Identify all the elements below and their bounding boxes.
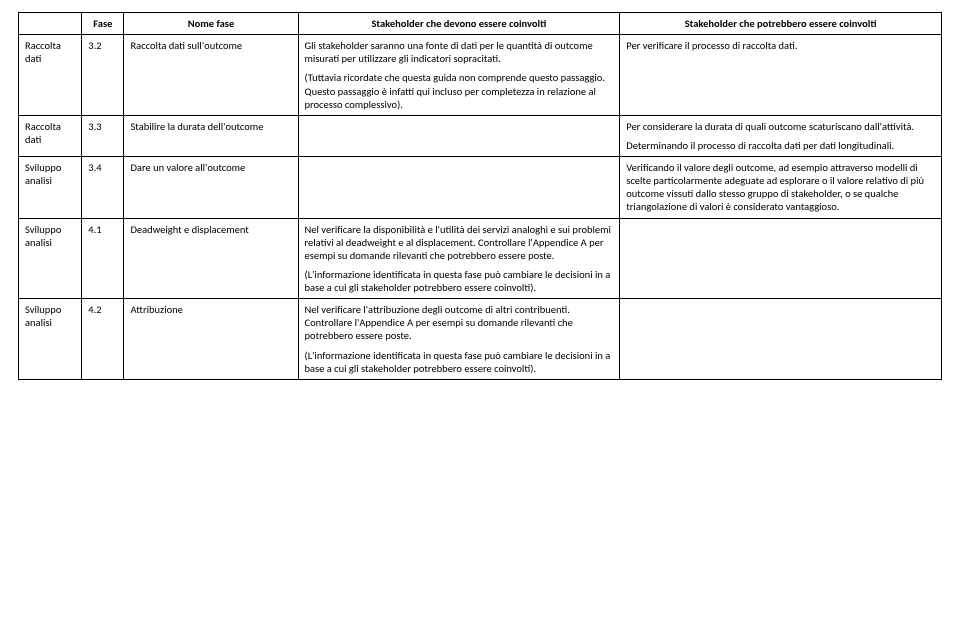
cell-must: Nel verificare la disponibilità e l'util… (298, 218, 620, 299)
cell-nome: Deadweight e displacement (124, 218, 298, 299)
cell-fase: 3.3 (82, 115, 124, 156)
stakeholder-table: Fase Nome fase Stakeholder che devono es… (18, 12, 942, 380)
para: Nel verificare la disponibilità e l'util… (305, 223, 614, 262)
table-row: Sviluppo analisi 3.4 Dare un valore all'… (19, 157, 942, 219)
cell-must: Gli stakeholder saranno una fonte di dat… (298, 35, 620, 116)
cell-category: Raccolta dati (19, 115, 82, 156)
header-must-involve: Stakeholder che devono essere coinvolti (298, 13, 620, 35)
cell-could: Per verificare il processo di raccolta d… (620, 35, 942, 116)
header-fase: Fase (82, 13, 124, 35)
para: (Tuttavia ricordate che questa guida non… (305, 71, 614, 110)
cell-nome: Dare un valore all'outcome (124, 157, 298, 219)
header-blank (19, 13, 82, 35)
cell-nome: Attribuzione (124, 299, 298, 380)
table-row: Raccolta dati 3.2 Raccolta dati sull'out… (19, 35, 942, 116)
cell-nome: Raccolta dati sull'outcome (124, 35, 298, 116)
cell-fase: 4.2 (82, 299, 124, 380)
cell-fase: 3.2 (82, 35, 124, 116)
cell-category: Raccolta dati (19, 35, 82, 116)
para: Per considerare la durata di quali outco… (626, 120, 935, 133)
table-row: Sviluppo analisi 4.2 Attribuzione Nel ve… (19, 299, 942, 380)
header-nome-fase: Nome fase (124, 13, 298, 35)
table-row: Sviluppo analisi 4.1 Deadweight e displa… (19, 218, 942, 299)
cell-could: Per considerare la durata di quali outco… (620, 115, 942, 156)
cell-must (298, 115, 620, 156)
cell-must: Nel verificare l'attribuzione degli outc… (298, 299, 620, 380)
cell-could (620, 299, 942, 380)
cell-could: Verificando il valore degli outcome, ad … (620, 157, 942, 219)
para: Gli stakeholder saranno una fonte di dat… (305, 39, 614, 65)
header-row: Fase Nome fase Stakeholder che devono es… (19, 13, 942, 35)
page: Fase Nome fase Stakeholder che devono es… (0, 0, 960, 392)
cell-category: Sviluppo analisi (19, 218, 82, 299)
cell-nome: Stabilire la durata dell'outcome (124, 115, 298, 156)
para: Nel verificare l'attribuzione degli outc… (305, 303, 614, 342)
table-row: Raccolta dati 3.3 Stabilire la durata de… (19, 115, 942, 156)
cell-category: Sviluppo analisi (19, 157, 82, 219)
cell-must (298, 157, 620, 219)
cell-fase: 3.4 (82, 157, 124, 219)
cell-could (620, 218, 942, 299)
para: (L'informazione identificata in questa f… (305, 268, 614, 294)
para: (L'informazione identificata in questa f… (305, 349, 614, 375)
header-could-involve: Stakeholder che potrebbero essere coinvo… (620, 13, 942, 35)
cell-category: Sviluppo analisi (19, 299, 82, 380)
cell-fase: 4.1 (82, 218, 124, 299)
para: Determinando il processo di raccolta dat… (626, 139, 935, 152)
